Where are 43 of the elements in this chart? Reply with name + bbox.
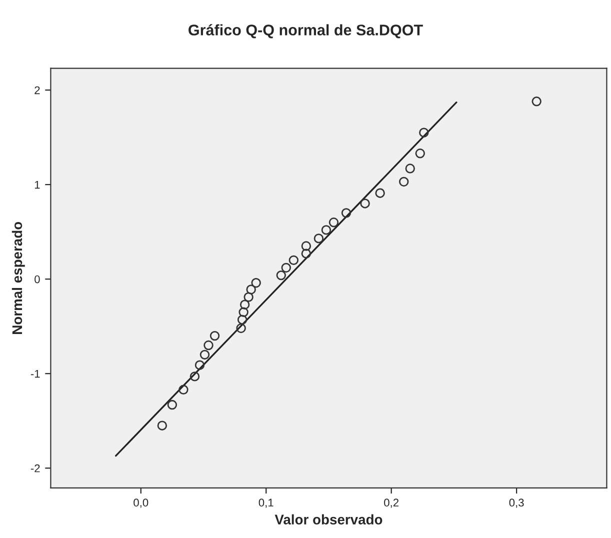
point xyxy=(210,330,220,341)
point xyxy=(276,270,286,280)
point xyxy=(157,420,168,430)
point xyxy=(246,284,256,294)
y-axis-title: Normal esperado xyxy=(12,222,25,334)
y-tick-label: 0 xyxy=(34,275,40,284)
point xyxy=(194,360,205,370)
point xyxy=(190,372,200,382)
y-tick-label: -1 xyxy=(30,370,40,378)
point xyxy=(251,278,261,288)
point xyxy=(178,384,188,395)
point xyxy=(200,350,210,360)
x-tick-label: 0,1 xyxy=(258,498,274,508)
point xyxy=(375,188,385,198)
point xyxy=(238,307,248,318)
point xyxy=(398,176,409,187)
y-tick-label: -2 xyxy=(30,464,40,472)
point xyxy=(321,225,332,235)
point xyxy=(236,323,246,334)
point xyxy=(328,218,339,228)
point xyxy=(314,234,324,244)
point xyxy=(301,248,312,258)
point xyxy=(240,300,250,310)
x-tick-label: 0,3 xyxy=(509,498,524,508)
point xyxy=(532,96,542,106)
point xyxy=(167,400,178,410)
x-tick-label: 0,0 xyxy=(134,498,148,508)
point xyxy=(288,255,299,266)
x-tick-label: 0,2 xyxy=(384,498,398,508)
point xyxy=(244,292,254,302)
y-tick-label: 2 xyxy=(34,86,40,94)
chart-title: Gráfico Q-Q normal de Sa.DQOT xyxy=(188,24,423,38)
point xyxy=(405,164,415,174)
point xyxy=(204,340,214,350)
point xyxy=(415,148,425,158)
point xyxy=(419,128,429,138)
point xyxy=(360,198,370,208)
x-axis-title: Valor observado xyxy=(274,514,382,524)
y-tick-label: 1 xyxy=(34,180,40,189)
point xyxy=(281,262,291,273)
point xyxy=(341,208,352,218)
point xyxy=(301,241,312,251)
point xyxy=(237,314,248,325)
